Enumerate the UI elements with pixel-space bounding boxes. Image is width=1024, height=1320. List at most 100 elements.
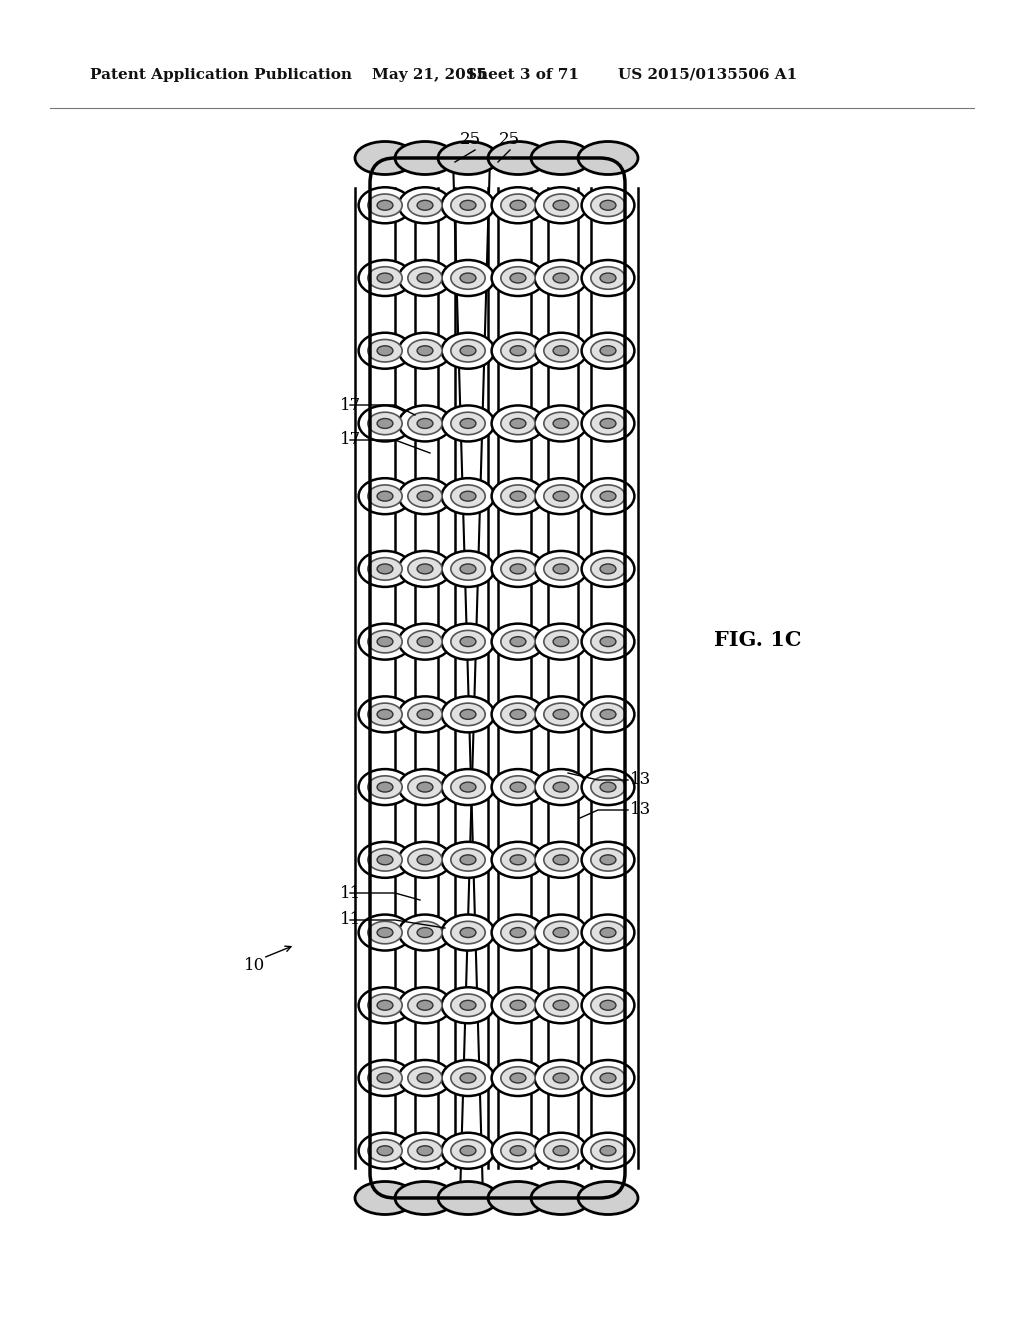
Ellipse shape <box>544 339 579 362</box>
Text: 13: 13 <box>630 771 651 788</box>
Ellipse shape <box>600 346 615 355</box>
Ellipse shape <box>441 770 495 805</box>
Ellipse shape <box>591 704 626 726</box>
Ellipse shape <box>441 550 495 587</box>
Ellipse shape <box>451 849 485 871</box>
Ellipse shape <box>544 921 579 944</box>
Ellipse shape <box>510 1001 526 1010</box>
Text: 17: 17 <box>340 396 361 413</box>
Ellipse shape <box>460 1146 476 1156</box>
Ellipse shape <box>408 412 442 434</box>
Ellipse shape <box>358 550 412 587</box>
Ellipse shape <box>358 478 412 515</box>
Ellipse shape <box>510 1073 526 1082</box>
Ellipse shape <box>417 273 433 282</box>
Ellipse shape <box>398 1060 452 1096</box>
Ellipse shape <box>377 564 393 574</box>
Ellipse shape <box>600 855 615 865</box>
Ellipse shape <box>535 1133 588 1168</box>
Ellipse shape <box>535 623 588 660</box>
Ellipse shape <box>510 564 526 574</box>
Text: 13: 13 <box>630 801 651 818</box>
Ellipse shape <box>501 267 536 289</box>
Ellipse shape <box>535 187 588 223</box>
Text: US 2015/0135506 A1: US 2015/0135506 A1 <box>618 69 798 82</box>
Ellipse shape <box>438 141 498 174</box>
Ellipse shape <box>377 1073 393 1082</box>
Ellipse shape <box>358 187 412 223</box>
Ellipse shape <box>501 1067 536 1089</box>
Ellipse shape <box>600 636 615 647</box>
Ellipse shape <box>591 1139 626 1162</box>
Ellipse shape <box>600 1073 615 1082</box>
Ellipse shape <box>441 1060 495 1096</box>
Ellipse shape <box>510 418 526 429</box>
Ellipse shape <box>368 267 402 289</box>
Ellipse shape <box>553 346 569 355</box>
Ellipse shape <box>582 697 635 733</box>
Ellipse shape <box>492 333 545 368</box>
Ellipse shape <box>441 1133 495 1168</box>
Ellipse shape <box>600 273 615 282</box>
Ellipse shape <box>417 418 433 429</box>
Ellipse shape <box>441 405 495 441</box>
Ellipse shape <box>377 346 393 355</box>
Ellipse shape <box>591 267 626 289</box>
Ellipse shape <box>417 855 433 865</box>
Ellipse shape <box>377 1146 393 1156</box>
Ellipse shape <box>492 405 545 441</box>
Ellipse shape <box>451 994 485 1016</box>
Ellipse shape <box>441 187 495 223</box>
Ellipse shape <box>492 478 545 515</box>
Ellipse shape <box>408 921 442 944</box>
Ellipse shape <box>451 557 485 581</box>
Ellipse shape <box>408 849 442 871</box>
Ellipse shape <box>358 987 412 1023</box>
Ellipse shape <box>460 1001 476 1010</box>
Ellipse shape <box>377 928 393 937</box>
Ellipse shape <box>417 491 433 502</box>
Ellipse shape <box>582 260 635 296</box>
Ellipse shape <box>544 994 579 1016</box>
Ellipse shape <box>398 1133 452 1168</box>
Ellipse shape <box>510 855 526 865</box>
Ellipse shape <box>441 333 495 368</box>
Ellipse shape <box>451 776 485 799</box>
Ellipse shape <box>501 849 536 871</box>
Text: 10: 10 <box>245 957 265 974</box>
Ellipse shape <box>358 260 412 296</box>
Ellipse shape <box>510 1146 526 1156</box>
Ellipse shape <box>544 194 579 216</box>
Ellipse shape <box>535 770 588 805</box>
Ellipse shape <box>501 704 536 726</box>
Ellipse shape <box>492 623 545 660</box>
Ellipse shape <box>535 1060 588 1096</box>
Ellipse shape <box>501 1139 536 1162</box>
Ellipse shape <box>553 1073 569 1082</box>
Bar <box>531 162 591 1193</box>
Ellipse shape <box>358 405 412 441</box>
Ellipse shape <box>451 412 485 434</box>
Ellipse shape <box>492 1133 545 1168</box>
Ellipse shape <box>408 267 442 289</box>
Ellipse shape <box>368 194 402 216</box>
Ellipse shape <box>441 697 495 733</box>
Ellipse shape <box>368 1139 402 1162</box>
Ellipse shape <box>398 842 452 878</box>
Ellipse shape <box>398 915 452 950</box>
Ellipse shape <box>358 333 412 368</box>
Ellipse shape <box>368 484 402 507</box>
Ellipse shape <box>535 842 588 878</box>
Ellipse shape <box>417 201 433 210</box>
Ellipse shape <box>553 491 569 502</box>
Ellipse shape <box>591 484 626 507</box>
Ellipse shape <box>408 339 442 362</box>
Ellipse shape <box>600 783 615 792</box>
Ellipse shape <box>451 1139 485 1162</box>
Ellipse shape <box>451 631 485 653</box>
Ellipse shape <box>368 921 402 944</box>
Ellipse shape <box>591 921 626 944</box>
Ellipse shape <box>591 194 626 216</box>
Ellipse shape <box>544 412 579 434</box>
Ellipse shape <box>531 1181 591 1214</box>
